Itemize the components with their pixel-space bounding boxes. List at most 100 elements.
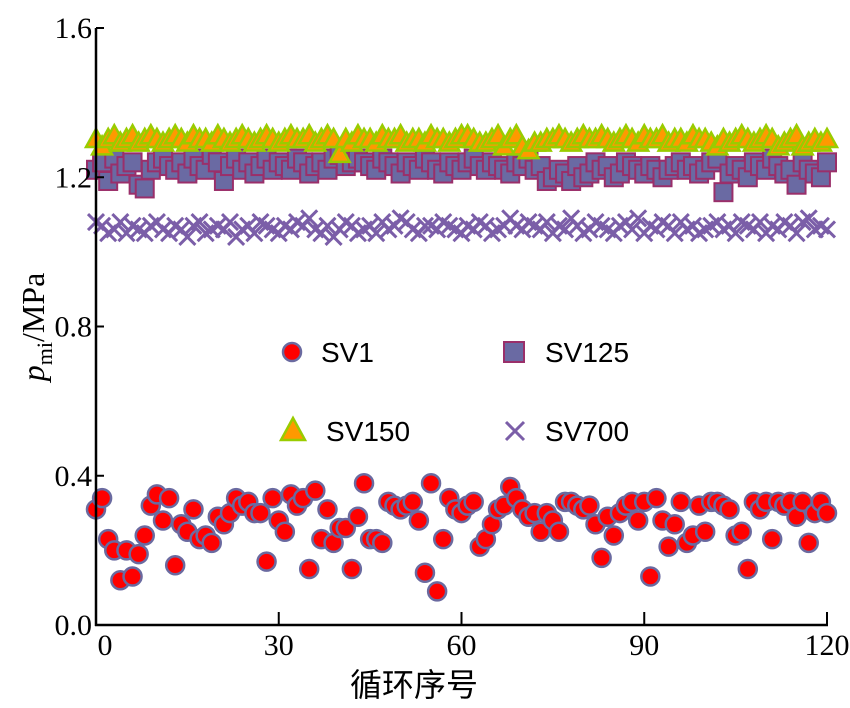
y-axis-subscript: mi — [32, 342, 57, 365]
x-axis: 0 30 60 90 120 — [95, 612, 850, 662]
y-axis-symbol: p — [15, 365, 51, 383]
data-point-sv700 — [367, 224, 386, 243]
y-tick-label: 1.2 — [55, 161, 93, 194]
data-point-sv1 — [298, 558, 320, 580]
x-tick-label: 30 — [264, 629, 294, 662]
data-point-sv1 — [305, 480, 326, 501]
data-point-sv1 — [164, 555, 186, 576]
data-point-sv700 — [555, 220, 575, 239]
data-point-sv1 — [408, 510, 430, 531]
data-point-sv125 — [134, 178, 155, 199]
data-point-sv1 — [798, 532, 819, 554]
series-sv150 — [83, 122, 840, 164]
data-point-sv1 — [719, 499, 740, 520]
data-point-sv1 — [402, 491, 424, 513]
data-point-sv700 — [726, 224, 745, 243]
data-point-sv1 — [627, 510, 649, 531]
data-point-sv700 — [665, 224, 684, 243]
data-point-sv700 — [178, 227, 197, 247]
data-point-sv700 — [623, 220, 642, 239]
x-tick-label: 0 — [98, 629, 113, 662]
data-point-sv700 — [629, 209, 648, 228]
data-point-sv150 — [814, 126, 840, 149]
legend-triangle-marker — [278, 415, 308, 442]
x-tick-label: 90 — [629, 629, 659, 662]
data-point-sv700 — [300, 209, 319, 228]
y-axis-title: pmi/MPa — [15, 273, 57, 384]
data-point-sv1 — [414, 562, 436, 584]
data-point-sv700 — [415, 216, 435, 235]
data-point-sv1 — [274, 521, 296, 542]
data-point-sv1 — [658, 536, 679, 557]
y-tick-label: 0.4 — [55, 460, 93, 493]
data-point-sv1 — [761, 528, 783, 550]
legend-label: SV125 — [545, 337, 629, 368]
data-point-sv1 — [548, 521, 570, 542]
legend-square-marker — [503, 341, 525, 363]
legend-circle-marker — [281, 341, 303, 363]
data-point-sv1 — [262, 487, 283, 509]
data-point-sv1 — [816, 502, 838, 524]
data-point-sv1 — [152, 510, 174, 531]
legend: SV1 SV125 SV150 SV700 — [278, 337, 629, 447]
data-point-sv1 — [420, 472, 442, 494]
data-point-sv150 — [327, 141, 352, 164]
data-point-sv700 — [220, 212, 240, 232]
data-point-sv1 — [463, 491, 484, 513]
y-axis: 0.0 0.4 0.8 1.2 1.6 — [55, 12, 104, 642]
data-point-sv700 — [245, 224, 264, 243]
data-point-sv125 — [786, 174, 807, 195]
series-sv700 — [86, 209, 837, 247]
data-point-sv1 — [664, 514, 685, 535]
legend-x-marker — [504, 420, 526, 442]
data-point-sv1 — [122, 566, 143, 587]
legend-item-sv1: SV1 — [281, 337, 374, 368]
data-point-sv1 — [347, 506, 369, 528]
y-tick-label: 1.6 — [55, 12, 93, 45]
plot-area — [83, 122, 840, 602]
data-point-sv1 — [250, 502, 271, 524]
data-point-sv1 — [603, 525, 625, 546]
x-tick-label: 60 — [447, 629, 477, 662]
data-point-sv700 — [787, 224, 806, 243]
data-point-sv700 — [537, 212, 556, 232]
data-point-sv1 — [317, 499, 338, 520]
data-point-sv1 — [694, 521, 716, 542]
data-point-sv1 — [341, 558, 363, 580]
series-sv1 — [85, 472, 838, 602]
data-point-sv1 — [432, 528, 454, 550]
data-point-sv1 — [670, 491, 692, 513]
data-point-sv1 — [591, 547, 612, 569]
legend-label: SV1 — [321, 337, 374, 368]
data-point-sv700 — [817, 220, 837, 239]
data-point-sv1 — [731, 521, 752, 542]
data-point-sv700 — [318, 216, 337, 235]
y-tick-label: 0.0 — [55, 609, 93, 642]
data-point-sv700 — [799, 209, 818, 228]
data-point-sv1 — [640, 566, 661, 587]
data-point-sv1 — [158, 487, 180, 509]
data-point-sv125 — [817, 152, 837, 173]
data-point-sv1 — [128, 543, 149, 565]
legend-label: SV700 — [545, 416, 629, 447]
data-point-sv1 — [256, 551, 277, 572]
data-point-sv1 — [201, 532, 222, 554]
data-point-sv1 — [91, 487, 113, 509]
data-point-sv700 — [190, 212, 209, 232]
legend-item-sv150: SV150 — [278, 415, 410, 447]
data-point-sv1 — [134, 525, 155, 546]
legend-label: SV150 — [326, 416, 410, 447]
legend-item-sv125: SV125 — [503, 337, 629, 368]
y-tick-label: 0.8 — [55, 311, 93, 344]
x-tick-label: 120 — [805, 629, 850, 662]
data-point-sv1 — [579, 495, 600, 516]
data-point-sv1 — [646, 487, 667, 509]
data-point-sv125 — [713, 182, 734, 203]
x-axis-title: 循环序号 — [350, 667, 478, 703]
legend-item-sv700: SV700 — [504, 416, 629, 447]
data-point-sv700 — [750, 212, 770, 232]
data-point-sv1 — [426, 581, 448, 602]
data-point-sv1 — [183, 499, 204, 520]
data-point-sv125 — [122, 152, 143, 173]
